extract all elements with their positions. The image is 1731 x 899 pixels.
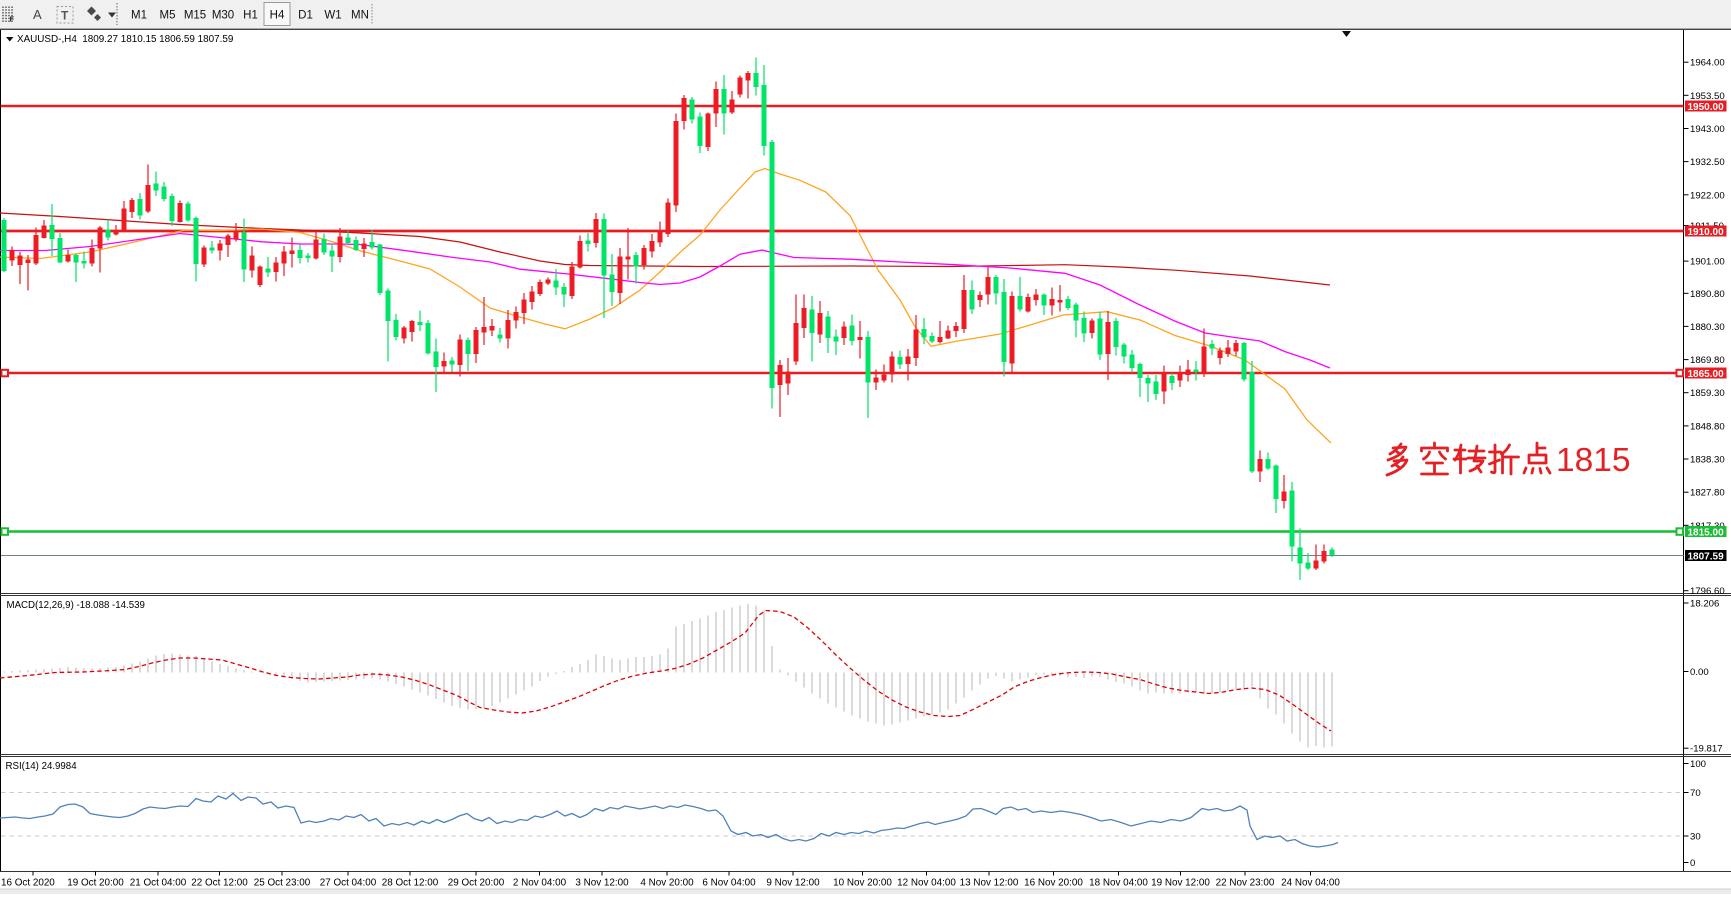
svg-text:M15: M15 — [184, 10, 206, 22]
svg-text:MN: MN — [351, 10, 369, 22]
svg-text:29 Oct 20:00: 29 Oct 20:00 — [448, 878, 505, 889]
svg-text:12 Nov 04:00: 12 Nov 04:00 — [897, 878, 956, 889]
svg-text:27 Oct 04:00: 27 Oct 04:00 — [320, 878, 377, 889]
svg-text:H1: H1 — [243, 10, 258, 22]
svg-text:D1: D1 — [298, 10, 313, 22]
svg-text:1865.00: 1865.00 — [1688, 369, 1725, 380]
svg-text:70: 70 — [1690, 788, 1701, 799]
svg-text:25 Oct 23:00: 25 Oct 23:00 — [254, 878, 311, 889]
svg-text:19 Oct 20:00: 19 Oct 20:00 — [67, 878, 124, 889]
svg-text:1932.50: 1932.50 — [1690, 157, 1725, 168]
svg-text:18 Nov 04:00: 18 Nov 04:00 — [1089, 878, 1148, 889]
svg-text:4 Nov 20:00: 4 Nov 20:00 — [640, 878, 694, 889]
svg-text:1848.80: 1848.80 — [1690, 421, 1725, 432]
svg-text:10 Nov 20:00: 10 Nov 20:00 — [833, 878, 892, 889]
svg-text:W1: W1 — [324, 10, 341, 22]
svg-text:18.206: 18.206 — [1690, 599, 1719, 610]
svg-text:T: T — [61, 9, 69, 23]
svg-text:6 Nov 04:00: 6 Nov 04:00 — [702, 878, 756, 889]
svg-text:22 Nov 23:00: 22 Nov 23:00 — [1216, 878, 1275, 889]
svg-text:1950.00: 1950.00 — [1688, 102, 1725, 113]
svg-text:1943.00: 1943.00 — [1690, 124, 1725, 135]
svg-text:1815: 1815 — [1556, 442, 1631, 479]
svg-text:1901.00: 1901.00 — [1690, 257, 1725, 268]
svg-text:1890.80: 1890.80 — [1690, 289, 1725, 300]
svg-text:M1: M1 — [131, 10, 147, 22]
svg-text:M5: M5 — [160, 10, 176, 22]
svg-text:30: 30 — [1690, 832, 1701, 843]
svg-text:1796.60: 1796.60 — [1690, 586, 1725, 597]
svg-text:1922.00: 1922.00 — [1690, 190, 1725, 201]
svg-text:1815.00: 1815.00 — [1688, 527, 1725, 538]
svg-text:1910.00: 1910.00 — [1688, 227, 1725, 238]
svg-text:2 Nov 04:00: 2 Nov 04:00 — [513, 878, 567, 889]
svg-text:3 Nov 12:00: 3 Nov 12:00 — [575, 878, 629, 889]
svg-text:0.00: 0.00 — [1690, 667, 1709, 678]
svg-text:1964.00: 1964.00 — [1690, 58, 1725, 69]
svg-text:1859.30: 1859.30 — [1690, 388, 1725, 399]
svg-text:19 Nov 12:00: 19 Nov 12:00 — [1151, 878, 1210, 889]
svg-text:MACD(12,26,9) -18.088 -14.539: MACD(12,26,9) -18.088 -14.539 — [7, 600, 145, 611]
svg-text:13 Nov 12:00: 13 Nov 12:00 — [960, 878, 1019, 889]
svg-text:16 Nov 20:00: 16 Nov 20:00 — [1024, 878, 1083, 889]
svg-text:22 Oct 12:00: 22 Oct 12:00 — [191, 878, 248, 889]
svg-text:9 Nov 12:00: 9 Nov 12:00 — [766, 878, 820, 889]
svg-text:1953.50: 1953.50 — [1690, 91, 1725, 102]
svg-text:24 Nov 04:00: 24 Nov 04:00 — [1281, 878, 1340, 889]
svg-text:H4: H4 — [270, 10, 285, 22]
svg-text:21 Oct 04:00: 21 Oct 04:00 — [130, 878, 187, 889]
svg-text:16 Oct 2020: 16 Oct 2020 — [1, 878, 55, 889]
svg-text:1827.80: 1827.80 — [1690, 488, 1725, 499]
svg-text:1838.30: 1838.30 — [1690, 455, 1725, 466]
svg-text:100: 100 — [1690, 759, 1706, 770]
svg-text:0: 0 — [1690, 858, 1695, 869]
svg-text:1869.80: 1869.80 — [1690, 355, 1725, 366]
svg-text:F: F — [10, 15, 15, 24]
svg-text:RSI(14) 24.9984: RSI(14) 24.9984 — [6, 761, 78, 772]
svg-text:XAUUSD-,H4 1809.27 1810.15 18: XAUUSD-,H4 1809.27 1810.15 1806.59 1807.… — [17, 34, 234, 45]
svg-text:1880.30: 1880.30 — [1690, 322, 1725, 333]
svg-text:M30: M30 — [212, 10, 234, 22]
svg-text:A: A — [33, 7, 42, 22]
svg-text:-19.817: -19.817 — [1690, 744, 1723, 755]
svg-text:1807.59: 1807.59 — [1688, 551, 1725, 562]
svg-text:28 Oct 12:00: 28 Oct 12:00 — [382, 878, 439, 889]
